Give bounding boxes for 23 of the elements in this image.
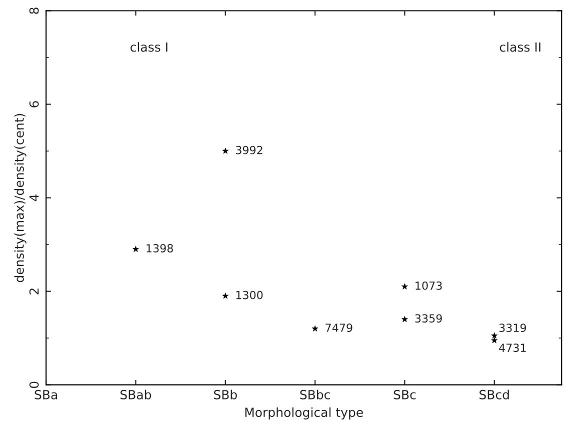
x-axis-title: Morphological type xyxy=(245,407,363,420)
annotation: 3992 xyxy=(236,146,262,154)
annotation: 3359 xyxy=(415,314,442,323)
annotation: class I xyxy=(130,42,168,52)
y-tick-label: 0 xyxy=(29,382,39,388)
annotation: class II xyxy=(500,42,540,52)
y-tick-label: 8 xyxy=(29,8,39,14)
x-tick-label: SBbc xyxy=(300,390,330,400)
y-tick-label: 6 xyxy=(29,101,39,108)
x-tick-label: SBab xyxy=(120,390,152,400)
annotation: 4731 xyxy=(499,344,526,352)
annotation: 1073 xyxy=(416,281,442,290)
x-tick-label: SBa xyxy=(34,390,58,400)
x-tick-label: SBb xyxy=(214,390,237,400)
y-tick-label: 4 xyxy=(30,194,39,202)
annotation: 7479 xyxy=(326,324,352,332)
annotation: 1398 xyxy=(146,244,173,252)
x-tick-label: SBcd xyxy=(480,390,509,400)
annotation: 3319 xyxy=(499,324,526,332)
annotation: 1300 xyxy=(236,290,263,300)
y-axis-title: density(max)/density(cent) xyxy=(14,114,26,282)
y-tick-label: 2 xyxy=(29,288,39,294)
x-tick-label: SBc xyxy=(394,390,416,400)
